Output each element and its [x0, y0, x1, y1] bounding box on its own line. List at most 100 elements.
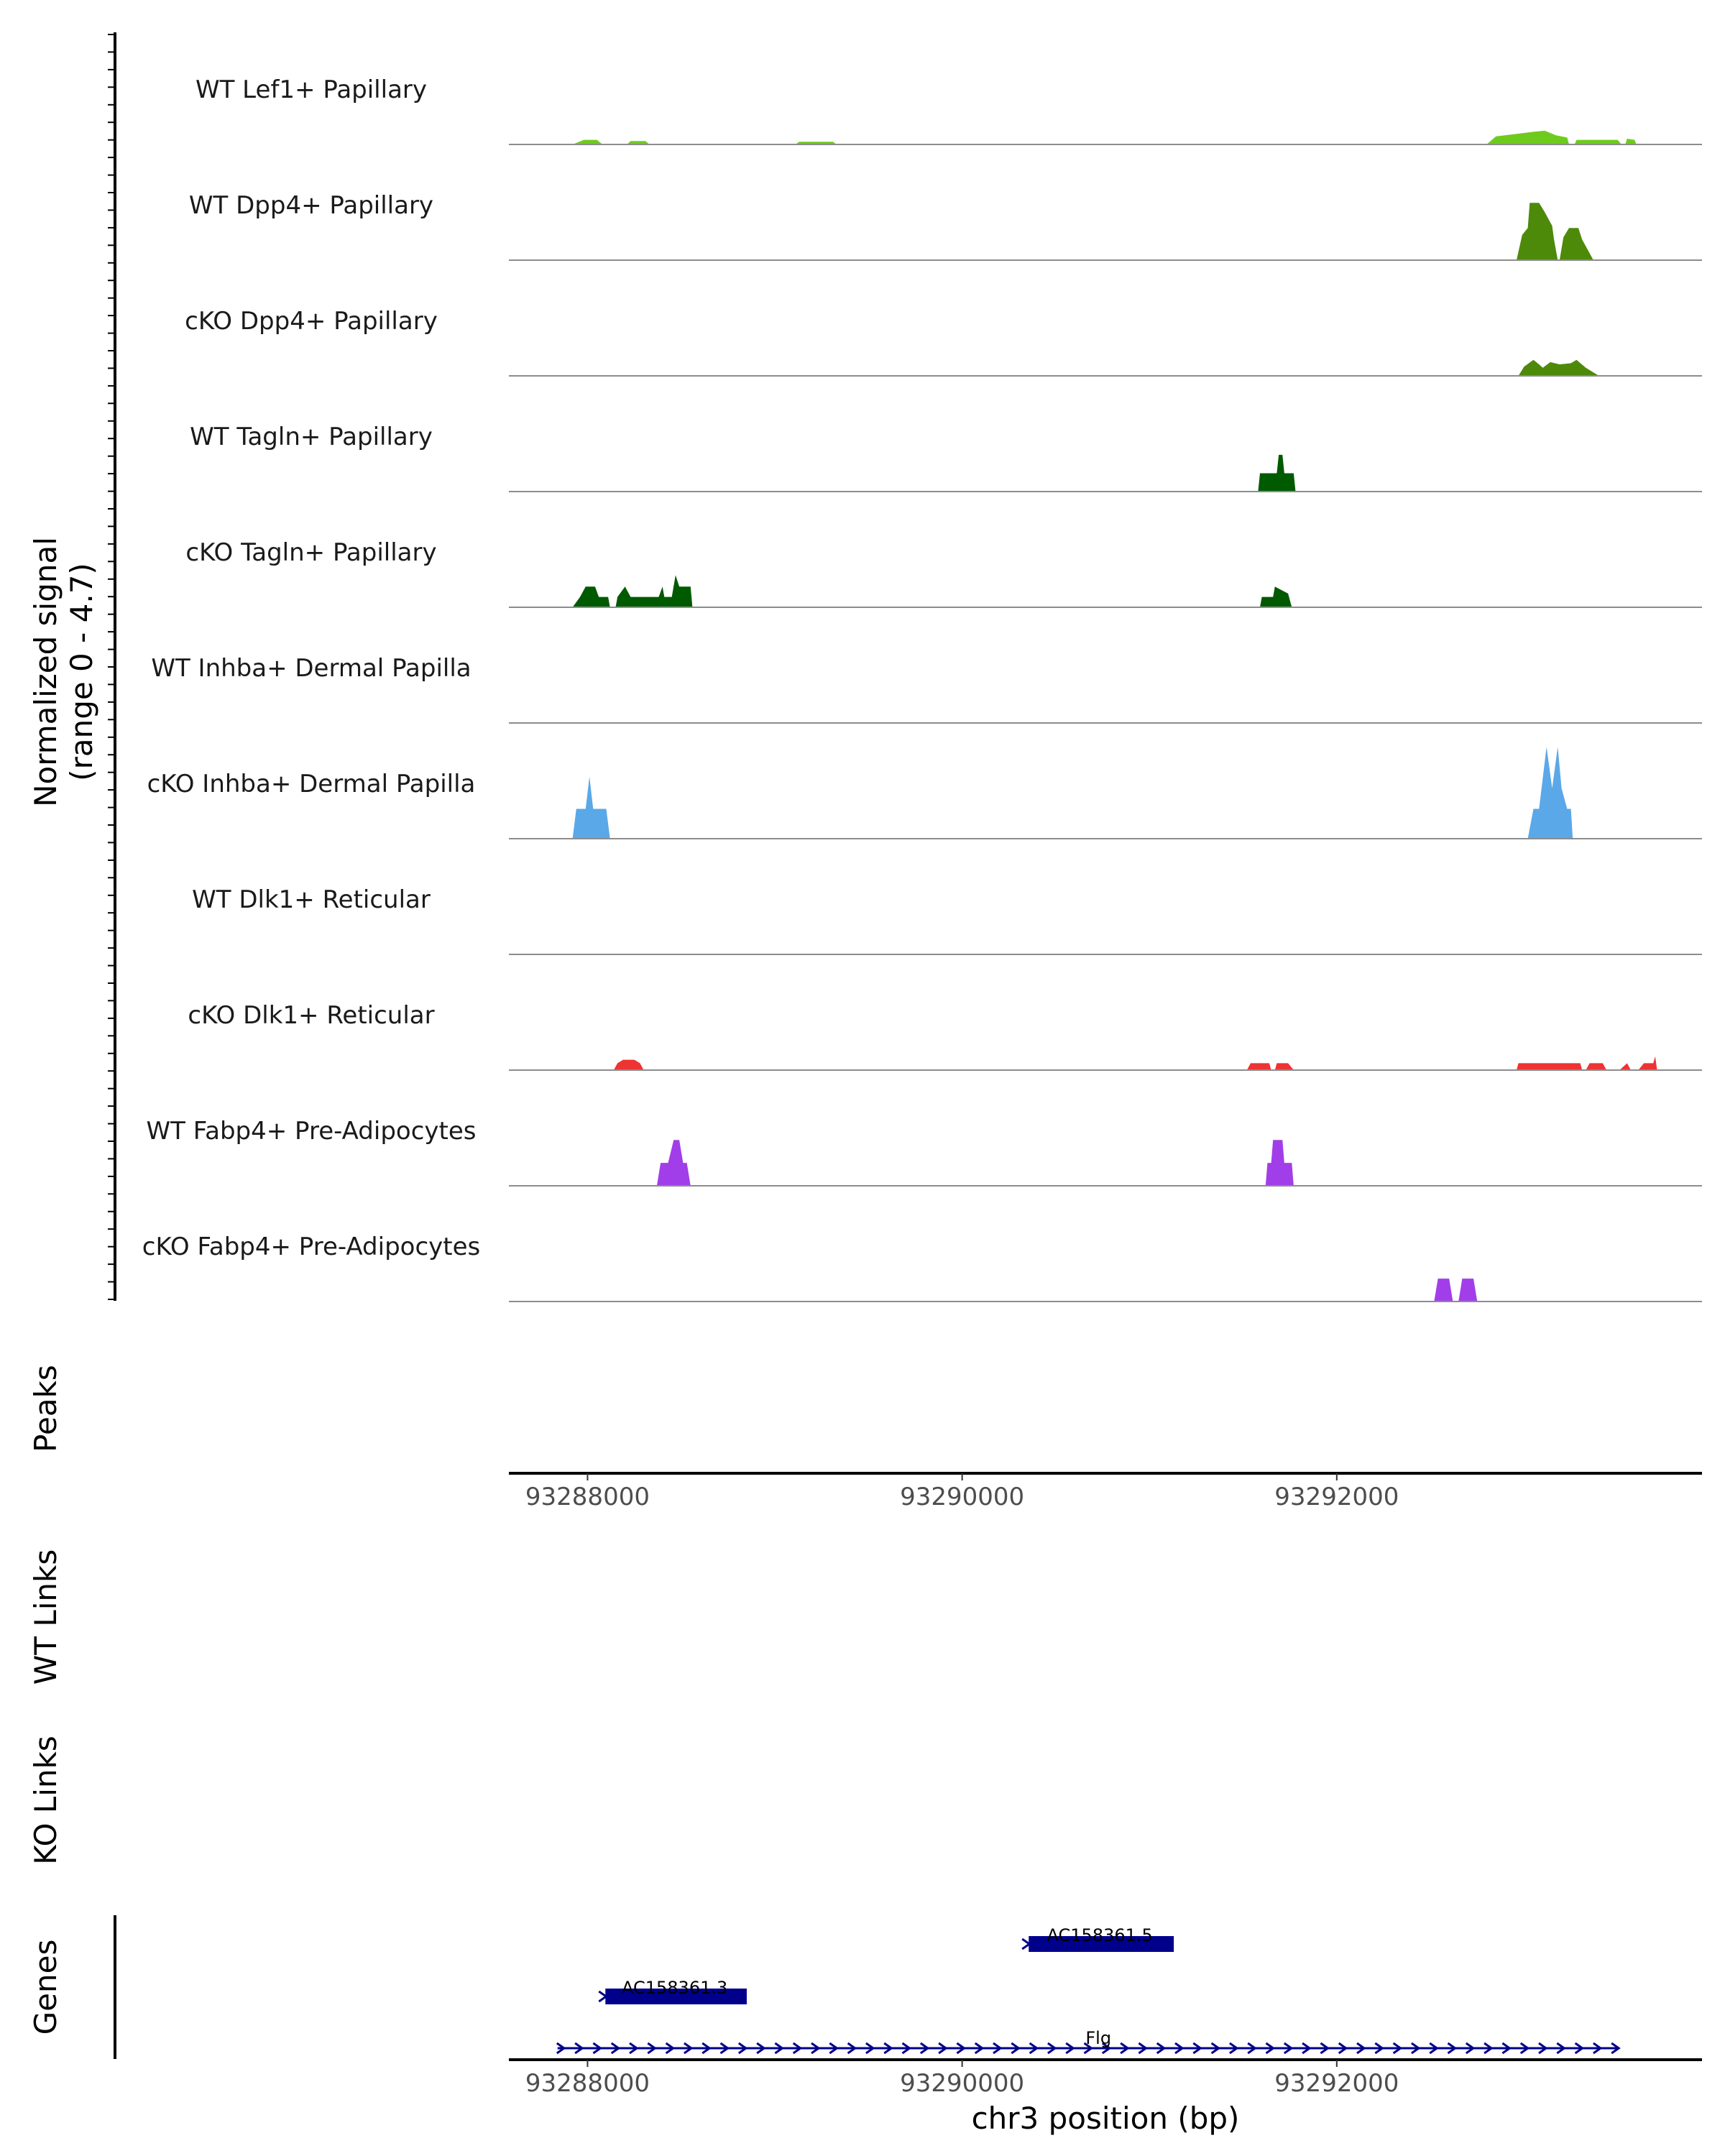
- strand-chevron: [1029, 2042, 1039, 2055]
- track-label: WT Fabp4+ Pre-Adipocytes: [147, 1117, 477, 1146]
- strand-chevron: [993, 2042, 1003, 2055]
- peaks-x-ticks: 93288000 93290000 93292000: [525, 1473, 1399, 1511]
- coverage-peak: [1527, 747, 1573, 839]
- strand-chevron: [665, 2042, 676, 2055]
- strand-chevron: [592, 2042, 603, 2055]
- strand-chevron: [1429, 2042, 1439, 2055]
- x-axis-title: chr3 position (bp): [972, 2101, 1240, 2136]
- strand-chevron: [829, 2042, 839, 2055]
- strand-chevron: [1265, 2042, 1276, 2055]
- track-0: WT Lef1+ Papillary: [196, 75, 1702, 145]
- strand-chevron: [811, 2042, 821, 2055]
- genes-x-ticks: 93288000 93290000 93292000: [525, 2060, 1399, 2098]
- coverage-peak: [656, 1140, 691, 1186]
- ko-links-track-label: KO Links: [28, 1736, 63, 1865]
- coverage-peak: [1246, 1063, 1294, 1070]
- track-label: cKO Fabp4+ Pre-Adipocytes: [142, 1233, 481, 1261]
- track-8: cKO Dlk1+ Reticular: [188, 1001, 1702, 1071]
- coverage-peak: [1517, 203, 1593, 260]
- gene-body: [1029, 1936, 1174, 1952]
- strand-chevron: [1320, 2042, 1330, 2055]
- gene-ac158361-5: AC158361.5: [1021, 1925, 1174, 1952]
- peaks-track-label: Peaks: [28, 1365, 63, 1452]
- strand-chevron: [883, 2042, 893, 2055]
- strand-chevron: [1174, 2042, 1184, 2055]
- strand-chevron: [598, 1990, 608, 2003]
- track-label: cKO Inhba+ Dermal Papilla: [147, 770, 476, 798]
- strand-chevron: [1302, 2042, 1312, 2055]
- track-1: WT Dpp4+ Papillary: [189, 191, 1702, 261]
- strand-chevron: [1501, 2042, 1512, 2055]
- coverage-peak: [1517, 1063, 1607, 1070]
- track-10: cKO Fabp4+ Pre-Adipocytes: [142, 1233, 1702, 1302]
- strand-chevron: [792, 2042, 803, 2055]
- gene-label: AC158361.3: [622, 1978, 727, 1998]
- strand-chevron: [919, 2042, 930, 2055]
- track-6: cKO Inhba+ Dermal Papilla: [147, 747, 1702, 839]
- strand-chevron: [574, 2042, 584, 2055]
- gene-track: AC158361.5 AC158361.3 Flg: [556, 1925, 1621, 2055]
- coverage-tracks: WT Lef1+ Papillary WT Dpp4+ Papillary cKO …: [142, 75, 1702, 1302]
- track-label: WT Tagln+ Papillary: [190, 423, 433, 451]
- track-label: WT Lef1+ Papillary: [196, 75, 427, 104]
- x-tick-label: 93290000: [900, 1483, 1024, 1511]
- strand-chevron: [1021, 1938, 1031, 1950]
- strand-chevron: [1465, 2042, 1476, 2055]
- strand-chevron: [684, 2042, 694, 2055]
- strand-chevron: [865, 2042, 875, 2055]
- strand-chevron: [629, 2042, 639, 2055]
- coverage-peak: [613, 1059, 644, 1070]
- coverage-peak: [1638, 1056, 1657, 1070]
- strand-chevron: [610, 2042, 621, 2055]
- track-label: cKO Dlk1+ Reticular: [188, 1001, 434, 1030]
- strand-chevron: [1411, 2042, 1421, 2055]
- strand-chevron: [1247, 2042, 1257, 2055]
- strand-chevron: [1011, 2042, 1021, 2055]
- strand-chevron: [1374, 2042, 1384, 2055]
- strand-chevron: [647, 2042, 657, 2055]
- coverage-y-label: Normalized signal: [28, 537, 63, 807]
- strand-chevron: [1611, 2042, 1621, 2055]
- strand-chevron: [1229, 2042, 1239, 2055]
- coverage-peak: [572, 586, 610, 607]
- track-9: WT Fabp4+ Pre-Adipocytes: [147, 1117, 1702, 1187]
- coverage-peak: [1258, 454, 1296, 492]
- strand-chevron: [756, 2042, 766, 2055]
- coverage-peak: [1518, 359, 1599, 376]
- strand-chevron: [1138, 2042, 1149, 2055]
- gene-flg: Flg: [556, 2028, 1621, 2055]
- strand-chevron: [1065, 2042, 1075, 2055]
- track-4: cKO Tagln+ Papillary: [185, 538, 1702, 608]
- strand-chevron: [1338, 2042, 1348, 2055]
- track-label: WT Dlk1+ Reticular: [192, 885, 431, 914]
- strand-chevron: [1538, 2042, 1548, 2055]
- gene-ac158361-3: AC158361.3: [598, 1978, 747, 2004]
- strand-chevron: [1574, 2042, 1585, 2055]
- track-label: cKO Dpp4+ Papillary: [185, 307, 438, 336]
- coverage-peak: [615, 575, 693, 607]
- track-7: WT Dlk1+ Reticular: [192, 885, 1702, 955]
- coverage-peak: [1458, 1279, 1478, 1302]
- strand-chevron: [901, 2042, 912, 2055]
- coverage-peak: [1265, 1140, 1294, 1186]
- strand-chevron: [1484, 2042, 1494, 2055]
- strand-chevron: [1556, 2042, 1566, 2055]
- strand-chevron: [1210, 2042, 1221, 2055]
- track-label: WT Dpp4+ Papillary: [189, 191, 433, 220]
- coverage-peak: [572, 776, 610, 839]
- coverage-y-minor-ticks: [108, 34, 115, 1300]
- strand-chevron: [1283, 2042, 1294, 2055]
- coverage-peak: [1260, 586, 1292, 607]
- gene-body: [605, 1989, 747, 2004]
- coverage-peak: [1434, 1279, 1453, 1302]
- x-tick-label: 93290000: [900, 2069, 1024, 2098]
- x-tick-label: 93292000: [1274, 2069, 1399, 2098]
- x-tick-label: 93288000: [525, 2069, 650, 2098]
- coverage-y-range-label: (range 0 - 4.7): [64, 563, 99, 781]
- coverage-peak: [1619, 1063, 1631, 1070]
- gene-label: AC158361.5: [1047, 1925, 1153, 1945]
- genes-track-label: Genes: [28, 1940, 63, 2035]
- strand-chevron: [1519, 2042, 1530, 2055]
- strand-chevron: [774, 2042, 785, 2055]
